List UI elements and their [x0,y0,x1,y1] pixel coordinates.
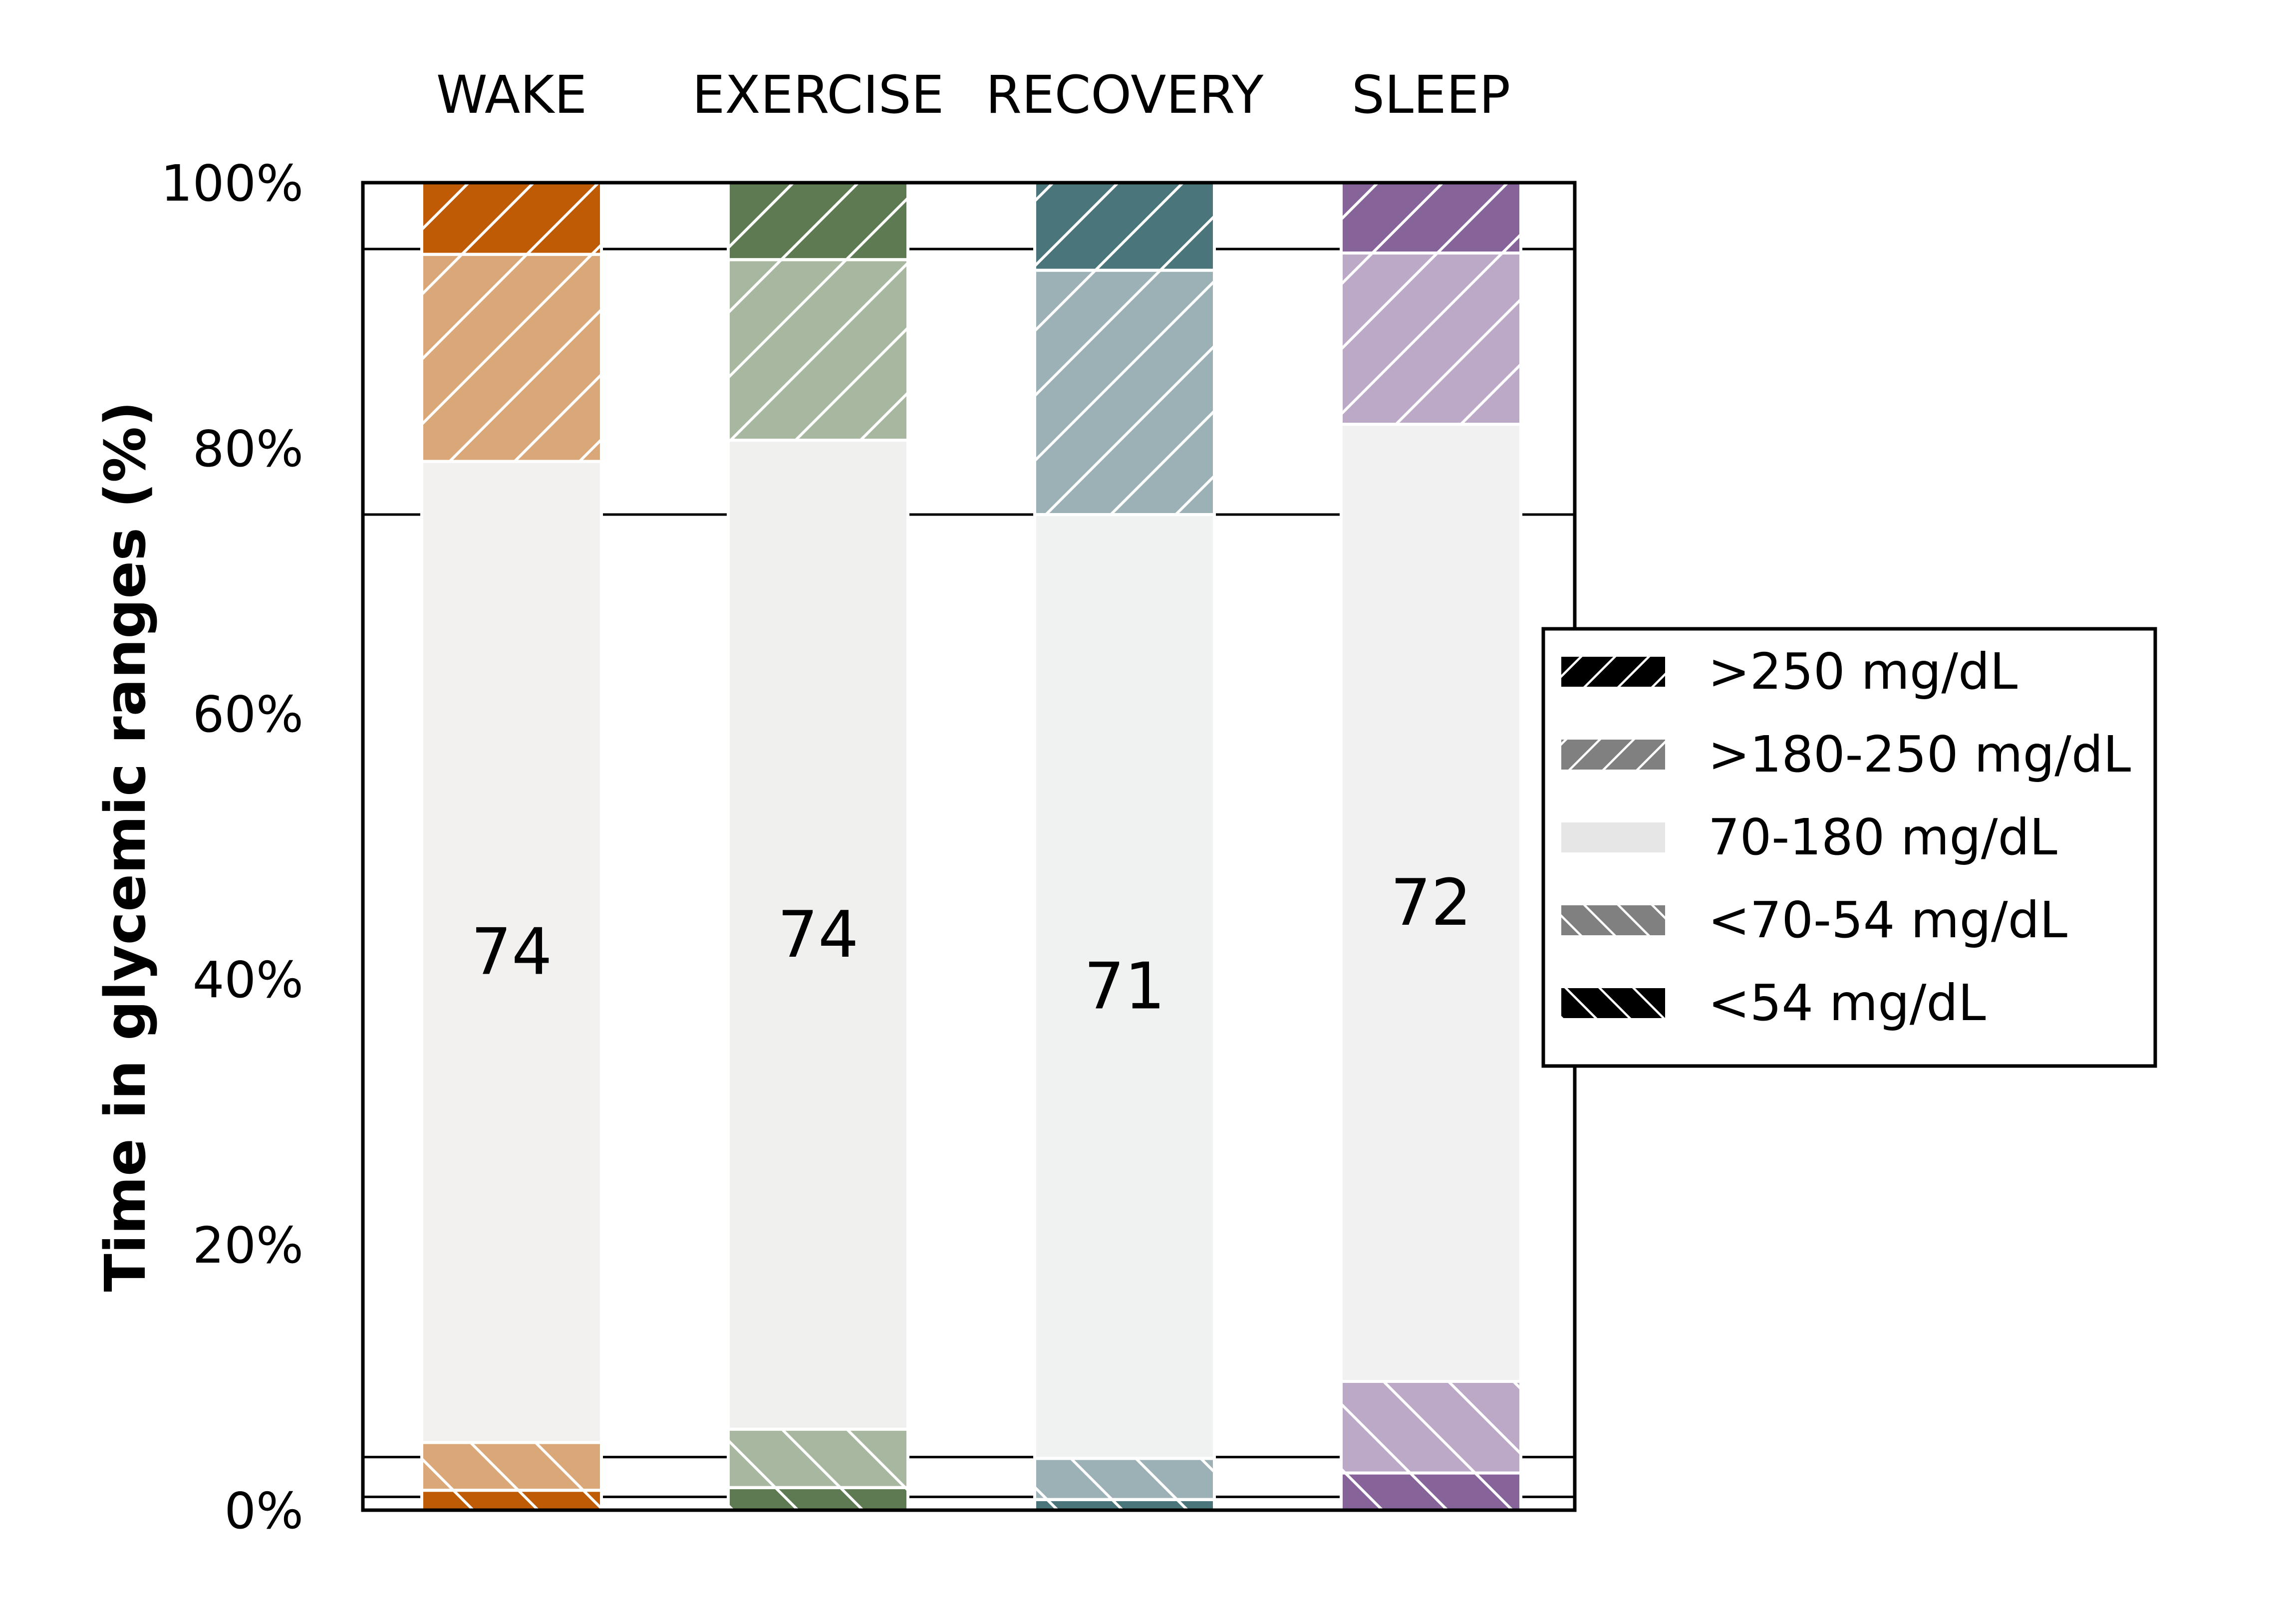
legend-swatch-hatch-1 [1561,740,1665,770]
legend-label-3: <70-54 mg/dL [1708,891,2067,949]
category-label-sleep: SLEEP [1352,64,1510,125]
legend-label-4: <54 mg/dL [1708,974,1986,1032]
y-axis-ticks: 0% 20% 40% 60% 80% 100% [161,154,303,1540]
bar-exercise-lt54-hatch [727,1486,909,1512]
bar-sleep-gt250-hatch [1340,181,1522,255]
y-tick-label-40: 40% [193,951,303,1009]
bar-stack-exercise [727,181,909,1512]
bars [420,181,1522,1512]
bar-sleep-gt180-hatch [1340,251,1522,426]
legend-entry-2: 70-180 mg/dL [1561,808,2057,866]
bar-exercise-gt250-hatch [727,181,909,262]
data-label-exercise: 74 [778,898,859,972]
category-label-recovery: RECOVERY [986,64,1264,125]
bar-stack-sleep [1340,181,1522,1512]
data-label-wake: 74 [471,915,553,989]
category-label-exercise: EXERCISE [692,64,944,125]
bar-stack-recovery [1033,181,1216,1512]
bar-wake-lt70-hatch [420,1441,603,1492]
legend-swatch-hatch-4 [1561,988,1665,1018]
bar-recovery-lt70-hatch [1033,1457,1216,1501]
bar-sleep-lt54-hatch [1340,1471,1522,1512]
bar-wake-gt250-hatch [420,181,603,256]
legend-entry-0: >250 mg/dL [1561,642,2018,701]
bar-wake-tir [420,460,603,1444]
legend-entry-1: >180-250 mg/dL [1561,725,2131,784]
y-tick-label-20: 20% [193,1216,303,1275]
legend-entry-4: <54 mg/dL [1561,974,1986,1032]
y-tick-label-100: 100% [161,154,303,213]
category-labels: WAKE EXERCISE RECOVERY SLEEP [436,64,1510,125]
category-label-wake: WAKE [436,64,587,125]
bar-sleep-lt70-hatch [1340,1379,1522,1475]
bar-exercise-gt180-hatch [727,258,909,442]
legend-label-2: 70-180 mg/dL [1708,808,2057,866]
bar-wake-lt54-hatch [420,1489,603,1512]
y-tick-label-80: 80% [193,420,303,478]
bar-recovery-tir [1033,513,1216,1460]
data-labels: 74 74 71 72 [471,866,1472,1024]
bar-stack-wake [420,181,603,1512]
legend-label-1: >180-250 mg/dL [1708,725,2131,784]
legend-swatch-hatch-0 [1561,657,1665,687]
y-tick-label-60: 60% [193,685,303,744]
legend: >250 mg/dL >180-250 mg/dL 70-180 mg/dL <70-… [1541,627,2157,1068]
y-tick-label-0: 0% [224,1482,303,1540]
bar-exercise-lt70-hatch [727,1427,909,1489]
bar-exercise-tir [727,439,909,1431]
bar-sleep-tir [1340,423,1522,1383]
data-label-sleep: 72 [1391,866,1472,940]
data-label-recovery: 71 [1084,950,1165,1024]
legend-swatch-2 [1561,822,1665,852]
bar-recovery-gt180-hatch [1033,268,1216,516]
bar-recovery-gt250-hatch [1033,181,1216,272]
legend-label-0: >250 mg/dL [1708,642,2018,701]
legend-entry-3: <70-54 mg/dL [1561,891,2067,949]
legend-swatch-hatch-3 [1561,905,1665,935]
bar-wake-gt180-hatch [420,253,603,463]
y-axis-label: Time in glycemic ranges (%) [93,401,158,1292]
